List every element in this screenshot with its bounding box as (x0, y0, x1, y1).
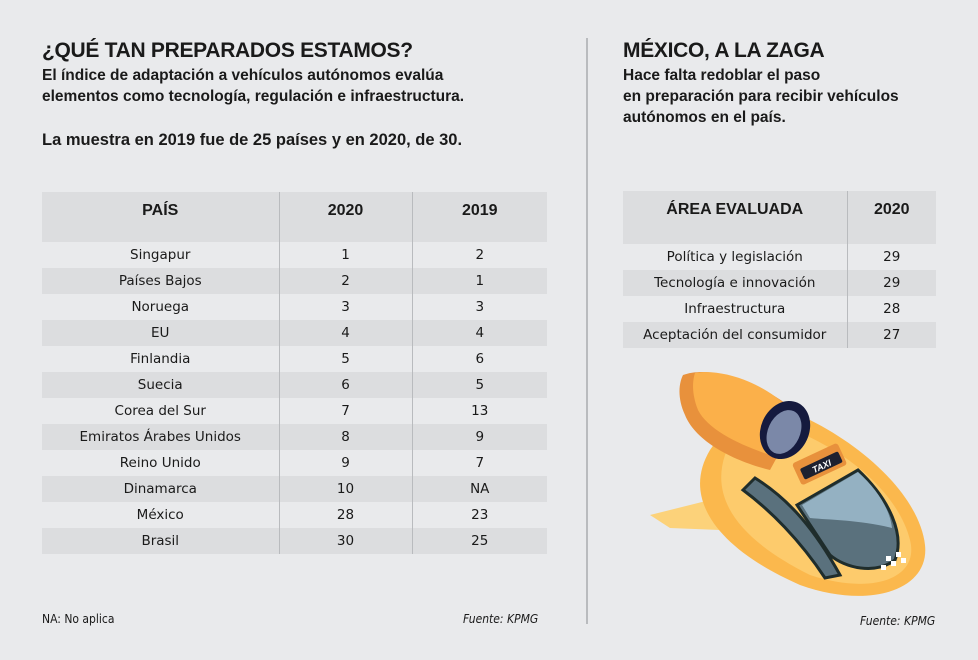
left-source: Fuente: KPMG (463, 612, 539, 626)
table-row: Política y legislación 29 (623, 244, 936, 270)
cell: 29 (846, 270, 936, 296)
cell: EU (42, 320, 279, 346)
col-header-2020: 2020 (846, 191, 936, 241)
cell: Noruega (131, 299, 190, 315)
table-row: Finlandia 5 6 (42, 346, 547, 372)
subtitle-line: Hace falta redoblar el paso (623, 67, 821, 84)
cell: Suecia (42, 372, 279, 398)
cell: 10 (278, 476, 413, 502)
subtitle-line: elementos como tecnología, regulación e … (42, 88, 465, 105)
cell: Tecnología e innovación (623, 270, 847, 296)
na-note: NA: No aplica (42, 612, 115, 626)
cell: Reino Unido (119, 455, 201, 471)
table-row: Emiratos Árabes Unidos 8 9 (42, 424, 547, 450)
area-evaluation-table: ÁREA EVALUADA 2020 Política y legislació… (623, 191, 936, 348)
country-ranking-table: PAÍS 2020 2019 Singapur 1 2 Países Bajos 2 1 N… (42, 192, 547, 554)
cell: Finlandia (130, 351, 191, 367)
subtitle-line: autónomos en el país. (623, 109, 786, 126)
taxi-pod-illustration: TAXI (650, 371, 926, 596)
checker-pattern-icon (881, 552, 906, 570)
cell: Emiratos Árabes Unidos (42, 424, 279, 450)
cell: 28 (846, 296, 936, 322)
cell: 1 (412, 268, 547, 294)
engine-lens (766, 410, 802, 454)
table-row: Suecia 6 5 (42, 372, 547, 398)
cell: Corea del Sur (114, 403, 206, 419)
cell: 25 (412, 528, 547, 554)
table-row: Corea del Sur 7 13 (42, 398, 547, 424)
cell: 6 (475, 351, 485, 367)
subtitle-line: El índice de adaptación a vehículos autó… (42, 67, 444, 84)
cell: 7 (475, 455, 485, 471)
cell: 2 (475, 247, 485, 263)
cell: 9 (278, 450, 413, 476)
windshield-glare (802, 472, 892, 528)
cell: Singapur (130, 247, 191, 263)
table-row: EU 4 4 (42, 320, 547, 346)
table-row: Tecnología e innovación 29 (623, 270, 936, 296)
subtitle-line: en preparación para recibir vehículos (623, 88, 899, 105)
right-subtitle: Hace falta redoblar el paso en preparaci… (623, 65, 899, 128)
taxi-sign: TAXI (792, 443, 847, 485)
cell: 13 (471, 403, 489, 419)
table-row: México 28 23 (42, 502, 547, 528)
cell: 4 (412, 320, 547, 346)
cell: NA (412, 476, 547, 502)
right-source: Fuente: KPMG (860, 614, 936, 628)
table-row: Infraestructura 28 (623, 296, 936, 322)
cell: 5 (278, 346, 413, 372)
cell: Brasil (42, 528, 279, 554)
cell: 5 (412, 372, 547, 398)
table-row: Singapur 1 2 (42, 242, 547, 268)
col-header-area: ÁREA EVALUADA (623, 191, 847, 241)
cell: 8 (278, 424, 413, 450)
sample-note: La muestra en 2019 fue de 25 países y en… (42, 131, 463, 149)
right-title: MÉXICO, A LA ZAGA (623, 39, 825, 62)
side-window (740, 476, 843, 580)
table-row: Noruega 3 3 (42, 294, 547, 320)
cell: 6 (278, 372, 413, 398)
cell: 3 (278, 294, 413, 320)
col-header-2019: 2019 (412, 192, 547, 242)
header-gap (623, 241, 936, 244)
cell: 4 (278, 320, 413, 346)
table-row: Brasil 30 25 (42, 528, 547, 554)
cell: 27 (846, 322, 936, 348)
tail-fin (650, 500, 720, 530)
cell: 7 (278, 398, 413, 424)
cell: 9 (412, 424, 547, 450)
left-subtitle: El índice de adaptación a vehículos autó… (42, 65, 464, 107)
cell: 1 (278, 242, 413, 268)
col-header-2020: 2020 (278, 192, 413, 242)
cell: México (136, 507, 184, 523)
cell: 3 (475, 299, 485, 315)
cell: Infraestructura (684, 301, 786, 317)
table-row: Aceptación del consumidor 27 (623, 322, 936, 348)
table-row: Dinamarca 10 NA (42, 476, 547, 502)
column-divider (586, 38, 588, 624)
cell: Política y legislación (666, 249, 803, 265)
cell: 2 (278, 268, 413, 294)
cell: 23 (471, 507, 489, 523)
cell: Dinamarca (42, 476, 279, 502)
col-header-country: PAÍS (42, 192, 279, 242)
cell: 30 (278, 528, 413, 554)
cell: Aceptación del consumidor (623, 322, 847, 348)
cell: Países Bajos (42, 268, 279, 294)
left-title: ¿QUÉ TAN PREPARADOS ESTAMOS? (42, 39, 413, 62)
table-row: Países Bajos 2 1 (42, 268, 547, 294)
cell: 29 (846, 244, 936, 270)
cell: 28 (278, 502, 413, 528)
table-row: Reino Unido 9 7 (42, 450, 547, 476)
